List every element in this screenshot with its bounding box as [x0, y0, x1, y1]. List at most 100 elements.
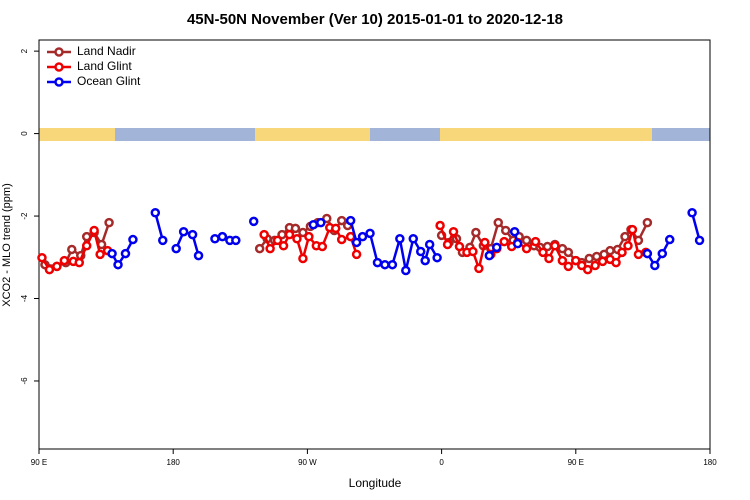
data-point [500, 225, 511, 236]
data-point [642, 217, 653, 228]
legend-marker [54, 77, 64, 87]
data-point [107, 248, 117, 259]
land-strip [39, 128, 115, 141]
legend-marker [54, 62, 64, 72]
data-point [357, 231, 368, 242]
data-point [563, 261, 574, 272]
data-point [171, 243, 181, 254]
data-point [178, 226, 189, 237]
y-tick-label: 0 [20, 131, 29, 136]
data-point [509, 226, 520, 237]
data-point [492, 242, 502, 253]
x-tick-label: 90 W [298, 458, 317, 467]
data-point [322, 213, 332, 224]
data-point [424, 239, 435, 250]
data-point [582, 264, 593, 275]
data-point [620, 231, 630, 242]
data-point [557, 255, 568, 266]
land-strip [440, 128, 652, 141]
data-point [248, 216, 259, 227]
data-point [336, 234, 347, 245]
y-axis-label: XCO2 - MLO trend (ppm) [1, 183, 13, 306]
data-point [530, 236, 541, 247]
data-point [365, 228, 375, 239]
data-point [442, 239, 453, 250]
x-tick-label: 0 [439, 458, 444, 467]
data-point [584, 253, 594, 264]
data-point [290, 223, 301, 234]
data-point [59, 255, 70, 266]
data-point [104, 217, 114, 228]
data-point [623, 240, 633, 251]
data-point [52, 261, 62, 272]
data-point [521, 243, 532, 254]
data-point [605, 245, 615, 256]
data-point [254, 243, 265, 254]
x-tick-label: 180 [167, 458, 181, 467]
data-point [351, 249, 362, 260]
y-tick-label: 2 [20, 48, 29, 53]
data-point [474, 263, 484, 274]
data-point [633, 249, 644, 260]
data-point [664, 234, 675, 245]
data-point [471, 227, 481, 238]
data-point [617, 247, 627, 258]
legend-marker [54, 47, 64, 57]
data-point [657, 248, 668, 259]
data-point [432, 252, 442, 263]
legend-label: Land Nadir [77, 44, 136, 58]
data-point [611, 257, 621, 268]
data-point [44, 264, 55, 275]
data-point [544, 253, 554, 264]
data-point [512, 238, 523, 249]
data-point [317, 241, 328, 252]
data-point [259, 229, 269, 240]
data-point [387, 259, 398, 270]
land-strip [255, 128, 370, 141]
data-point [128, 234, 138, 245]
data-point [120, 248, 131, 259]
y-tick-label: -6 [20, 377, 29, 385]
data-point [345, 215, 356, 226]
data-point [627, 224, 638, 235]
data-point [401, 265, 411, 276]
x-tick-label: 180 [703, 458, 717, 467]
chart-title: 45N-50N November (Ver 10) 2015-01-01 to … [187, 11, 563, 28]
data-point [454, 241, 465, 252]
data-point [372, 257, 383, 268]
y-tick-label: -4 [20, 294, 29, 302]
land-ocean-strip [39, 128, 710, 141]
data-point [187, 229, 198, 240]
data-point [113, 259, 123, 270]
data-point [74, 257, 85, 268]
data-point [590, 260, 600, 271]
data-point [563, 247, 574, 258]
data-point [468, 246, 478, 257]
data-point [380, 259, 390, 270]
data-point [308, 219, 319, 230]
data-point [571, 255, 581, 266]
data-point [420, 255, 430, 266]
x-tick-label: 90 E [568, 458, 584, 467]
data-point [499, 236, 509, 247]
data-point [210, 233, 220, 244]
data-point [265, 243, 275, 254]
data-point [435, 220, 445, 231]
data-point [292, 233, 302, 244]
data-point [158, 235, 168, 246]
data-point [493, 217, 504, 228]
data-point [284, 229, 295, 240]
data-point [330, 223, 341, 234]
data-point [298, 227, 308, 238]
data-point [550, 240, 560, 251]
data-point [484, 250, 495, 261]
plot-frame [38, 39, 711, 450]
data-point [298, 253, 308, 264]
data-point [336, 215, 347, 226]
data-point [67, 244, 77, 255]
data-point [217, 231, 228, 242]
legend-label: Land Glint [77, 59, 132, 73]
data-point [448, 226, 459, 237]
data-point [272, 235, 283, 246]
data-point [81, 240, 92, 251]
